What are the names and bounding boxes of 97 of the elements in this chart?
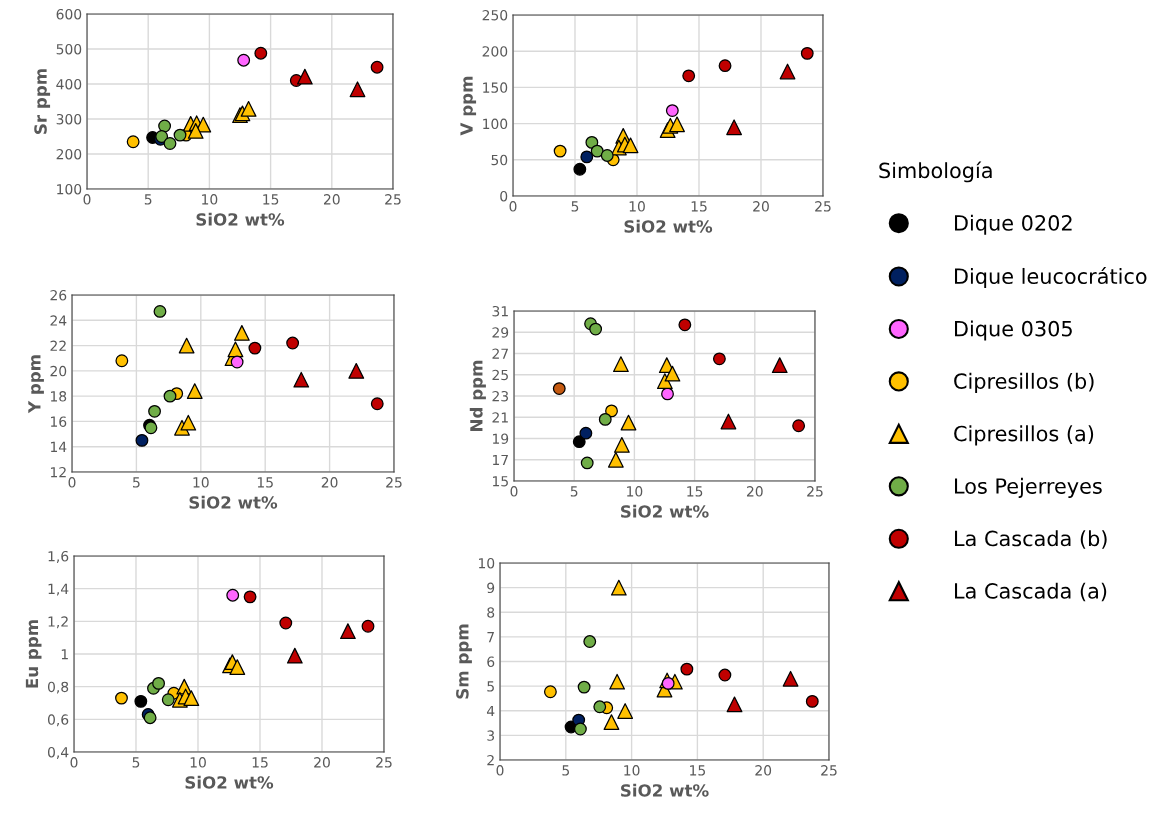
x-tick-label: 20 (323, 194, 340, 205)
x-tick-label: 15 (691, 201, 707, 212)
y-tick-label: 29 (492, 327, 509, 338)
y-tick-label: 20 (50, 365, 67, 377)
x-tick-label: 5 (144, 194, 152, 205)
legend-label: Dique 0202 (955, 214, 1072, 235)
y-tick-label: 7 (487, 632, 494, 643)
y-tick-label: 6 (487, 656, 495, 667)
x-tick-label: 0 (83, 194, 91, 205)
y-axis-title: Sr ppm (34, 69, 51, 134)
y-tick-label: 3 (487, 730, 495, 741)
y-tick-label: 12 (50, 466, 66, 478)
y-tick-label: 16 (50, 416, 67, 427)
x-axis-title: SiO2 wt% (196, 212, 285, 226)
y-tick-label: 1 (61, 649, 68, 660)
x-tick-label: 25 (385, 194, 401, 205)
x-tick-label: 10 (627, 486, 643, 497)
x-tick-label: 10 (202, 194, 218, 205)
y-tick-label: 9 (487, 582, 495, 594)
y-tick-label: 19 (492, 433, 509, 444)
y-tick-label: 24 (50, 315, 67, 326)
y-tick-label: 31 (492, 305, 508, 317)
y-tick-label: 1,4 (48, 583, 69, 596)
y-tick-label: 25 (492, 369, 508, 381)
x-axis-title: SiO2 wt% (624, 219, 713, 233)
y-axis-title: Sm ppm (456, 624, 472, 699)
x-axis-title: SiO2 wt% (185, 775, 274, 789)
x-axis-title: SiO2 wt% (621, 504, 709, 518)
x-tick-label: 15 (690, 765, 706, 776)
y-tick-label: 100 (483, 118, 508, 130)
legend-label: Los Pejerreyes (955, 477, 1102, 498)
legend-label: Cipresillos (b) (954, 372, 1094, 394)
y-axis-title: Nd ppm (469, 360, 486, 431)
y-tick-label: 14 (50, 441, 67, 452)
y-tick-label: 18 (50, 391, 67, 402)
y-tick-label: 500 (56, 43, 82, 55)
y-tick-label: 4 (486, 705, 495, 717)
y-tick-label: 50 (491, 154, 508, 166)
x-tick-label: 20 (746, 486, 763, 497)
y-tick-label: 8 (487, 607, 495, 618)
y-tick-label: 0,4 (47, 746, 69, 759)
y-tick-label: 26 (50, 289, 67, 301)
x-tick-label: 0 (510, 486, 518, 497)
y-tick-label: 0,8 (47, 681, 69, 694)
x-tick-label: 25 (821, 765, 837, 776)
x-axis-title: SiO2 wt% (621, 783, 709, 797)
x-tick-label: 20 (755, 765, 772, 776)
y-tick-label: 27 (492, 348, 508, 359)
x-tick-label: 0 (509, 201, 517, 212)
x-tick-label: 10 (190, 757, 206, 768)
y-tick-label: 300 (56, 113, 82, 125)
y-tick-label: 23 (492, 390, 509, 402)
y-tick-label: 100 (57, 183, 82, 195)
y-tick-label: 200 (56, 148, 82, 160)
legend-label: Dique leucocrático (955, 267, 1147, 289)
legend-label: Dique 0305 (955, 320, 1072, 341)
y-tick-label: 17 (492, 454, 508, 466)
x-tick-label: 25 (807, 486, 823, 497)
x-tick-label: 15 (687, 486, 703, 497)
x-axis-title: SiO2 wt% (189, 495, 278, 509)
x-tick-label: 5 (132, 757, 140, 768)
y-axis-title: V ppm (460, 76, 477, 136)
legend-label: La Cascada (a) (955, 582, 1107, 602)
x-tick-label: 10 (629, 201, 645, 212)
y-tick-label: 21 (492, 412, 508, 423)
x-tick-label: 20 (314, 757, 330, 768)
y-tick-label: 600 (56, 8, 82, 20)
y-axis-title: Eu ppm (25, 620, 42, 688)
y-tick-label: 5 (487, 681, 494, 692)
x-tick-label: 15 (252, 757, 268, 768)
x-tick-label: 25 (815, 201, 831, 212)
x-tick-label: 20 (753, 201, 769, 212)
y-tick-label: 2 (487, 754, 494, 766)
y-tick-label: 150 (483, 82, 508, 93)
x-tick-label: 25 (386, 477, 402, 488)
y-tick-label: 250 (482, 9, 508, 21)
x-tick-label: 25 (376, 757, 392, 768)
x-tick-label: 5 (133, 477, 140, 488)
x-tick-label: 20 (321, 477, 338, 488)
y-tick-label: 400 (56, 78, 82, 90)
x-tick-label: 5 (571, 201, 579, 212)
y-tick-label: 1,6 (48, 550, 69, 563)
y-tick-label: 200 (482, 46, 508, 57)
x-tick-label: 10 (193, 477, 209, 488)
x-tick-label: 5 (562, 765, 570, 776)
y-tick-label: 1,2 (48, 616, 68, 629)
legend-title: Simbología (879, 161, 992, 183)
legend-label: La Cascada (b) (955, 530, 1107, 549)
x-tick-label: 15 (257, 477, 273, 488)
x-tick-label: 10 (624, 765, 640, 776)
legend-label: Cipresillos (a) (954, 425, 1094, 446)
y-axis-title: Y ppm (28, 355, 44, 414)
y-tick-label: 10 (478, 557, 495, 569)
x-tick-label: 15 (263, 194, 279, 205)
x-tick-label: 5 (570, 486, 578, 497)
y-tick-label: 0,6 (47, 714, 69, 727)
y-tick-label: 22 (50, 340, 66, 351)
